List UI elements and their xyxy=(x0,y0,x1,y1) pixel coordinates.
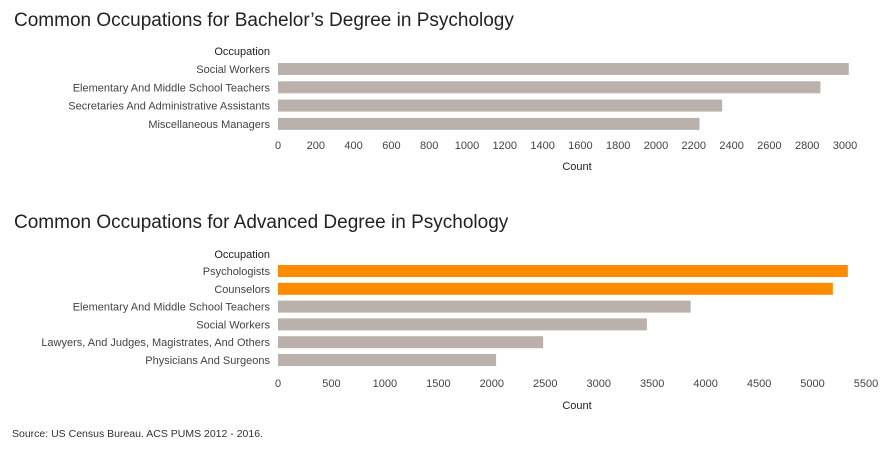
chart2-xlabel: Count xyxy=(562,400,591,412)
chart1-tick-label: 3000 xyxy=(833,140,857,152)
chart2-category-label: Lawyers, And Judges, Magistrates, And Ot… xyxy=(41,337,270,349)
chart1-tick-label: 800 xyxy=(420,140,438,152)
chart2-tick-label: 3500 xyxy=(640,378,664,390)
chart1-category-label: Secretaries And Administrative Assistant… xyxy=(68,101,270,113)
chart2-bar xyxy=(278,336,544,349)
chart1-tick-label: 1000 xyxy=(455,140,479,152)
chart1-tick-label: 400 xyxy=(344,140,362,152)
chart2-category-label: Counselors xyxy=(214,284,270,296)
chart1-ylabel: Occupation xyxy=(214,46,270,58)
chart-title-advanced: Common Occupations for Advanced Degree i… xyxy=(14,212,509,233)
chart1-tick-label: 2200 xyxy=(682,140,706,152)
chart2-bar xyxy=(278,354,497,366)
source-note: Source: US Census Bureau. ACS PUMS 2012 … xyxy=(12,428,263,440)
chart2-tick-label: 5000 xyxy=(800,378,824,390)
chart1-tick-label: 600 xyxy=(382,140,400,152)
chart2-tick-label: 2000 xyxy=(480,378,504,390)
chart2-category-label: Elementary And Middle School Teachers xyxy=(73,302,271,314)
chart2-tick-label: 0 xyxy=(275,378,281,390)
bachelors-chart: Occupation Social Workers Elementary And M… xyxy=(68,46,857,173)
chart1-tick-label: 2000 xyxy=(644,140,668,152)
chart1-tick-label: 1800 xyxy=(606,140,630,152)
chart2-tick-label: 3000 xyxy=(586,378,610,390)
chart1-bar xyxy=(278,117,700,130)
chart2-tick-label: 4000 xyxy=(693,378,717,390)
chart2-tick-label: 4500 xyxy=(747,378,771,390)
chart2-tick-label: 1000 xyxy=(373,378,397,390)
chart1-bar xyxy=(278,99,723,112)
chart1-bar xyxy=(278,63,849,75)
chart2-category-label: Social Workers xyxy=(196,319,270,331)
chart2-category-label: Physicians And Surgeons xyxy=(145,355,270,367)
chart1-tick-label: 1400 xyxy=(530,140,554,152)
chart1-category-label: Social Workers xyxy=(196,64,270,76)
advanced-chart: Occupation Psychologists Counselors Element… xyxy=(41,249,878,412)
chart1-category-label: Miscellaneous Managers xyxy=(148,119,270,131)
chart2-ylabel: Occupation xyxy=(214,249,270,261)
chart1-xlabel: Count xyxy=(562,161,591,173)
chart2-bar xyxy=(278,300,691,313)
chart2-tick-label: 2500 xyxy=(533,378,557,390)
chart1-category-label: Elementary And Middle School Teachers xyxy=(73,82,271,94)
chart2-bar xyxy=(278,282,833,295)
chart1-tick-label: 1600 xyxy=(568,140,592,152)
chart2-tick-label: 1500 xyxy=(426,378,450,390)
chart1-tick-label: 0 xyxy=(275,140,281,152)
chart1-bar xyxy=(278,81,821,94)
chart2-tick-label: 500 xyxy=(322,378,340,390)
chart2-bar xyxy=(278,265,848,277)
chart1-tick-label: 200 xyxy=(307,140,325,152)
chart2-bar xyxy=(278,318,647,331)
chart-title-bachelors: Common Occupations for Bachelor’s Degree… xyxy=(14,10,514,31)
chart1-tick-label: 2800 xyxy=(795,140,819,152)
chart1-tick-label: 2600 xyxy=(757,140,781,152)
chart1-tick-label: 1200 xyxy=(493,140,517,152)
chart2-category-label: Psychologists xyxy=(203,266,271,278)
chart1-tick-label: 2400 xyxy=(719,140,743,152)
chart2-tick-label: 5500 xyxy=(854,378,878,390)
